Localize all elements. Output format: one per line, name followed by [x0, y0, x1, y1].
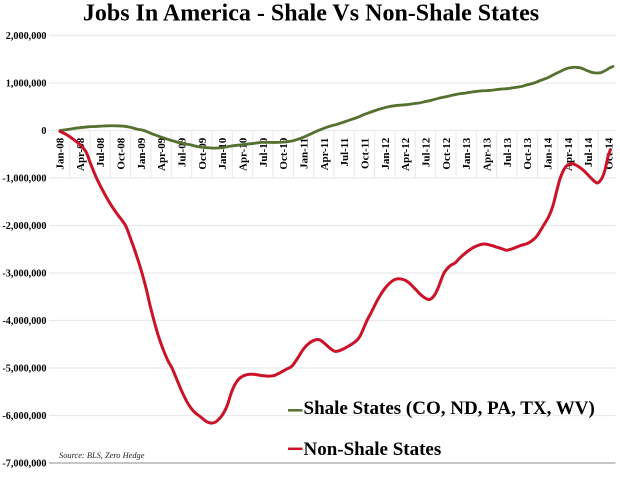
svg-text:Oct-11: Oct-11: [360, 138, 372, 169]
svg-text:Oct-12: Oct-12: [441, 137, 453, 169]
svg-text:-1,000,000: -1,000,000: [2, 174, 46, 185]
svg-text:-2,000,000: -2,000,000: [2, 221, 46, 232]
svg-text:Jul-10: Jul-10: [258, 137, 270, 167]
svg-text:Jul-13: Jul-13: [502, 137, 514, 167]
svg-text:Jan-13: Jan-13: [461, 137, 473, 169]
svg-text:Jan-14: Jan-14: [543, 137, 555, 169]
svg-text:-7,000,000: -7,000,000: [2, 459, 46, 470]
svg-text:Jan-09: Jan-09: [136, 137, 148, 169]
svg-text:Jul-12: Jul-12: [421, 137, 433, 167]
svg-text:0: 0: [41, 126, 46, 137]
svg-text:Jan-11: Jan-11: [299, 138, 311, 169]
svg-text:Apr-09: Apr-09: [156, 137, 168, 171]
svg-text:Apr-08: Apr-08: [75, 137, 87, 171]
svg-text:Jan-08: Jan-08: [55, 137, 67, 169]
svg-text:Source: BLS, Zero Hedge: Source: BLS, Zero Hedge: [59, 451, 145, 460]
svg-text:Shale States (CO, ND, PA, TX,: Shale States (CO, ND, PA, TX, WV): [304, 398, 595, 419]
svg-text:Apr-13: Apr-13: [482, 137, 494, 171]
svg-text:Jan-10: Jan-10: [217, 137, 229, 169]
svg-text:Jan-12: Jan-12: [380, 137, 392, 169]
svg-text:Jul-08: Jul-08: [95, 137, 107, 167]
svg-text:-3,000,000: -3,000,000: [2, 269, 46, 280]
svg-text:Apr-10: Apr-10: [238, 137, 250, 171]
svg-text:1,000,000: 1,000,000: [6, 79, 47, 90]
svg-text:-4,000,000: -4,000,000: [2, 316, 46, 327]
svg-text:Oct-08: Oct-08: [116, 137, 128, 169]
svg-text:Apr-11: Apr-11: [319, 138, 331, 171]
svg-text:Non-Shale States: Non-Shale States: [304, 439, 442, 460]
svg-text:-6,000,000: -6,000,000: [2, 411, 46, 422]
svg-text:Jul-14: Jul-14: [583, 137, 595, 167]
svg-text:Jobs In America - Shale Vs Non: Jobs In America - Shale Vs Non-Shale Sta…: [83, 1, 539, 27]
svg-text:-5,000,000: -5,000,000: [2, 364, 46, 375]
svg-text:Apr-12: Apr-12: [400, 137, 412, 171]
svg-text:Oct-10: Oct-10: [278, 137, 290, 169]
svg-text:Jul-11: Jul-11: [339, 138, 351, 167]
svg-text:2,000,000: 2,000,000: [6, 31, 47, 42]
svg-text:Oct-09: Oct-09: [197, 137, 209, 169]
svg-text:Oct-13: Oct-13: [522, 137, 534, 169]
